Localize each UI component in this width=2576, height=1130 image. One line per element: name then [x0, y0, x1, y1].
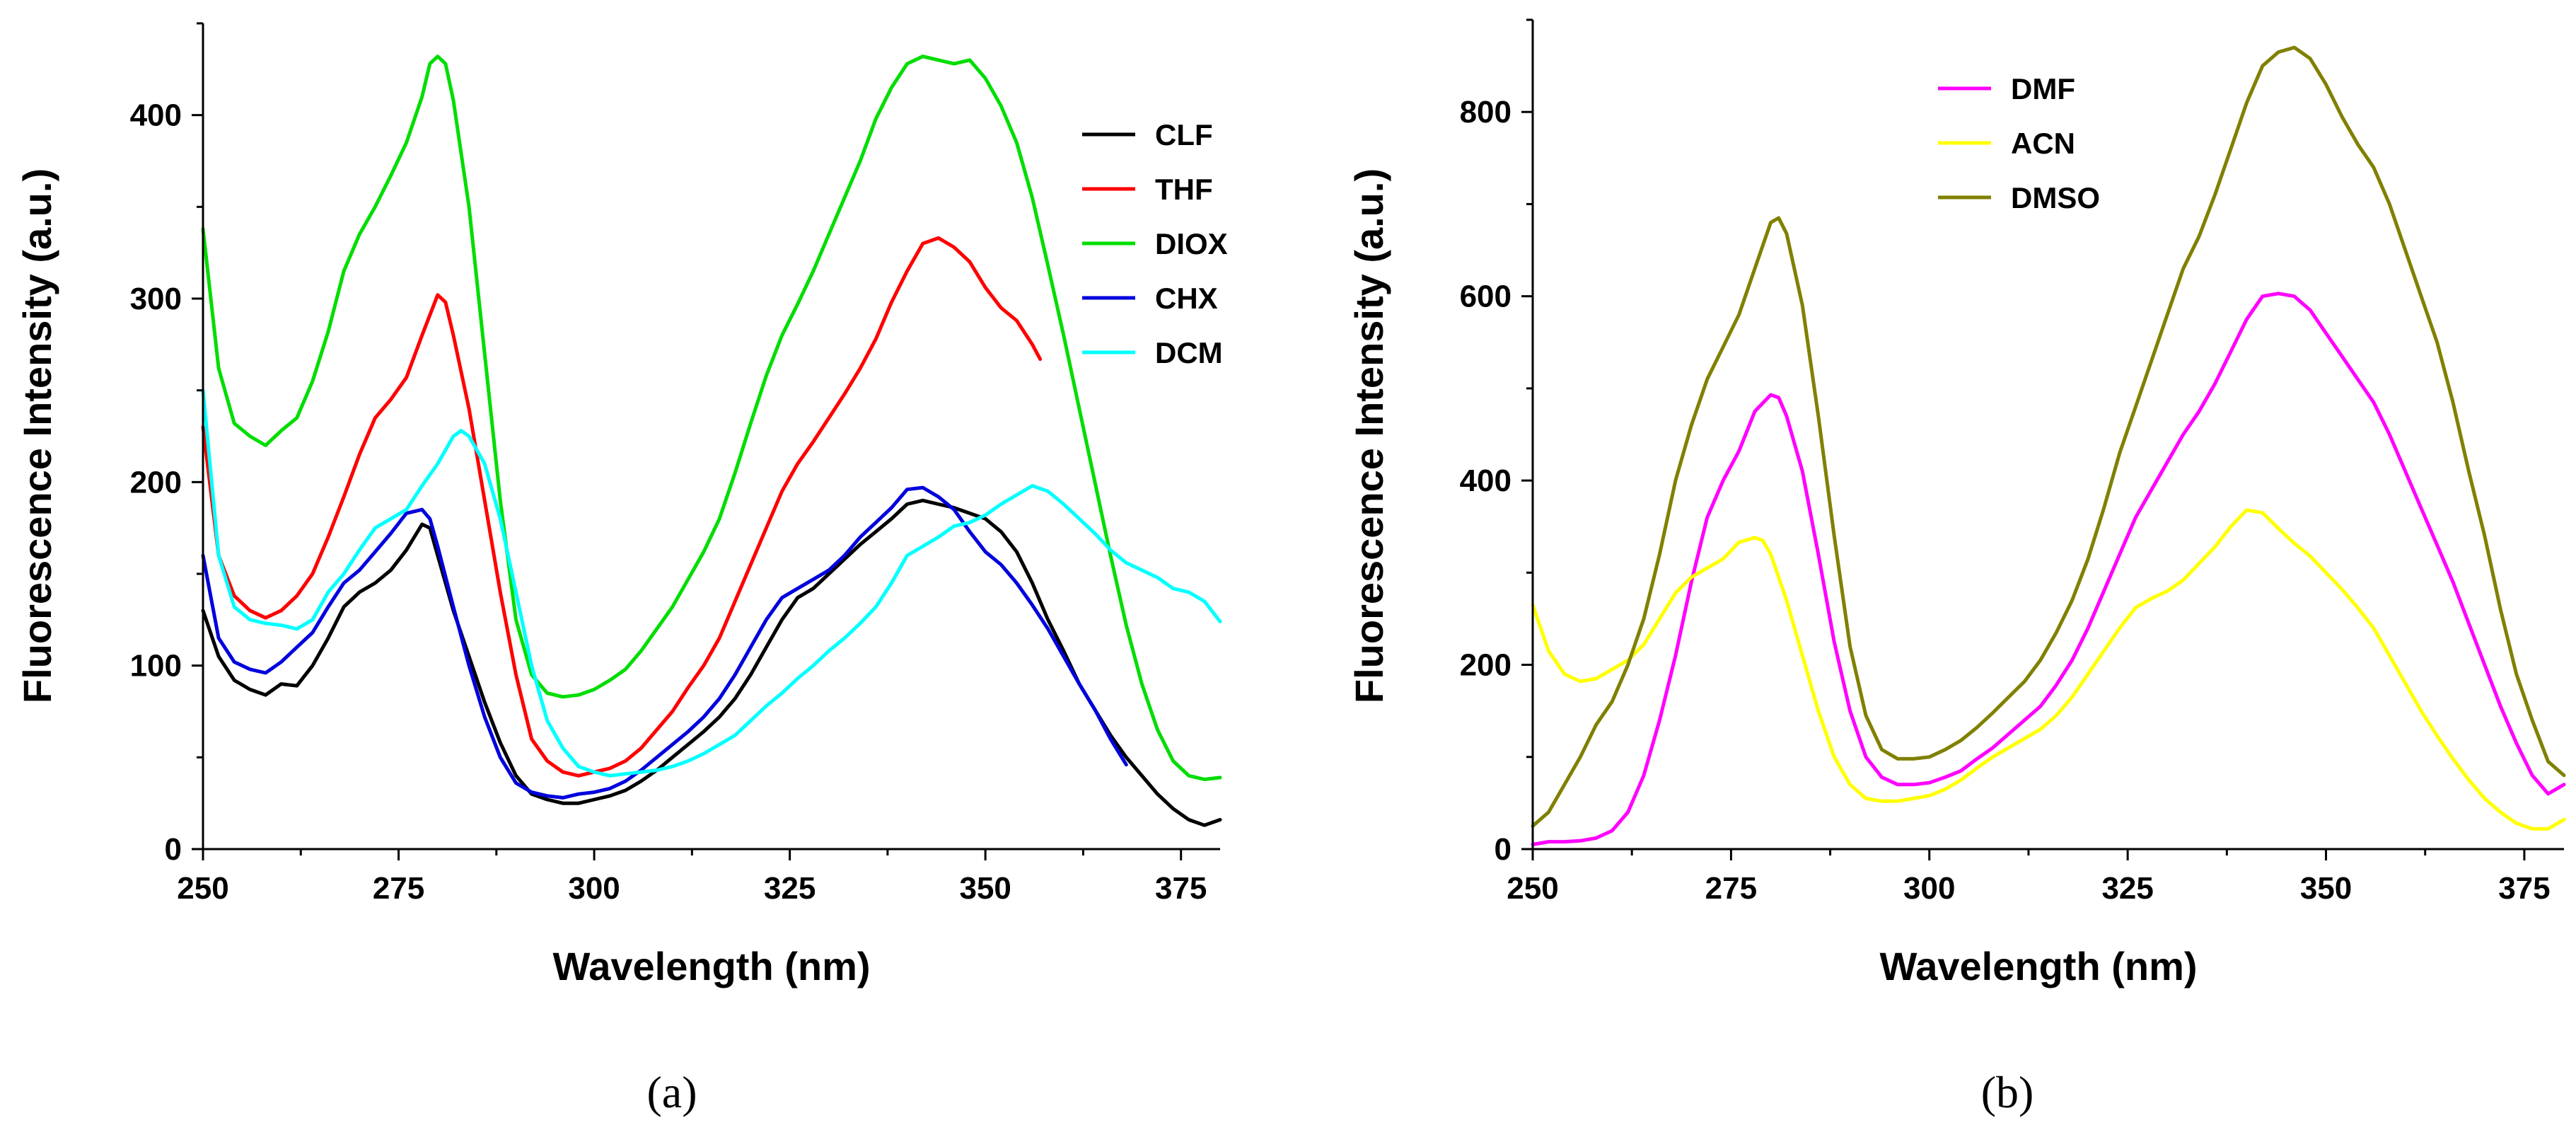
x-tick-label: 350	[2300, 871, 2352, 906]
x-tick-label: 325	[2101, 871, 2153, 906]
ticks: 250 275 300 325 350 375 0 100 200 300 400	[130, 22, 1207, 906]
legend-label-dmso: DMSO	[2011, 181, 2100, 214]
x-tick-label: 350	[959, 871, 1011, 906]
y-tick-label: 400	[130, 98, 182, 133]
x-tick-label: 300	[1903, 871, 1955, 906]
y-tick-label: 0	[1495, 832, 1512, 867]
series-layer	[201, 54, 1222, 827]
x-tick-label: 375	[2498, 871, 2550, 906]
series-line-chx	[201, 485, 1128, 800]
panel-label: (b)	[1981, 1067, 2034, 1117]
x-tick-label: 275	[373, 871, 424, 906]
legend-label-clf: CLF	[1155, 118, 1213, 151]
series-line-dmso	[1531, 45, 2566, 828]
panel-label: (a)	[646, 1067, 697, 1117]
legend-label-acn: ACN	[2011, 127, 2075, 160]
x-tick-label: 250	[177, 871, 228, 906]
series-layer	[1531, 45, 2566, 846]
y-tick-label: 300	[130, 282, 182, 316]
chart-panel-b: 250 275 300 325 350 375 0 200 400 600 800 Waveleng…	[1347, 18, 2566, 1117]
series-line-thf	[201, 236, 1043, 778]
series-line-diox	[201, 54, 1222, 781]
series-line-acn	[1531, 508, 2566, 831]
legend-label-dcm: DCM	[1155, 336, 1223, 369]
x-tick-label: 375	[1155, 871, 1207, 906]
y-tick-label: 100	[130, 649, 182, 684]
legend: DMF ACN DMSO	[1938, 72, 2100, 214]
y-tick-label: 200	[130, 465, 182, 500]
y-axis-title: Fluorescence Intensity (a.u.)	[15, 168, 59, 703]
y-tick-label: 400	[1460, 463, 1512, 498]
series-line-dmf	[1531, 292, 2566, 846]
y-tick-label: 200	[1460, 648, 1512, 683]
legend-label-chx: CHX	[1155, 282, 1218, 315]
x-tick-label: 300	[568, 871, 620, 906]
series-line-clf	[201, 498, 1222, 827]
axes	[202, 23, 1220, 851]
legend-label-dmf: DMF	[2011, 72, 2075, 105]
ticks: 250 275 300 325 350 375 0 200 400 600 800	[1460, 18, 2551, 906]
x-tick-label: 250	[1507, 871, 1558, 906]
x-tick-label: 275	[1705, 871, 1757, 906]
legend-label-thf: THF	[1155, 173, 1213, 206]
x-axis-title: Wavelength (nm)	[1879, 944, 2197, 988]
legend: CLF THF DIOX CHX DCM	[1082, 118, 1228, 369]
y-tick-label: 800	[1460, 95, 1512, 129]
y-axis-title: Fluorescence Intensity (a.u.)	[1347, 168, 1391, 703]
chart-panel-a: 250 275 300 325 350 375 0 100 200 300 400 Waveleng…	[15, 22, 1228, 1117]
y-tick-label: 0	[165, 832, 182, 867]
x-tick-label: 325	[764, 871, 816, 906]
series-line-dcm	[201, 388, 1222, 778]
x-axis-title: Wavelength (nm)	[552, 944, 870, 988]
y-tick-label: 600	[1460, 279, 1512, 314]
legend-label-diox: DIOX	[1155, 227, 1228, 260]
axes	[1531, 20, 2564, 851]
